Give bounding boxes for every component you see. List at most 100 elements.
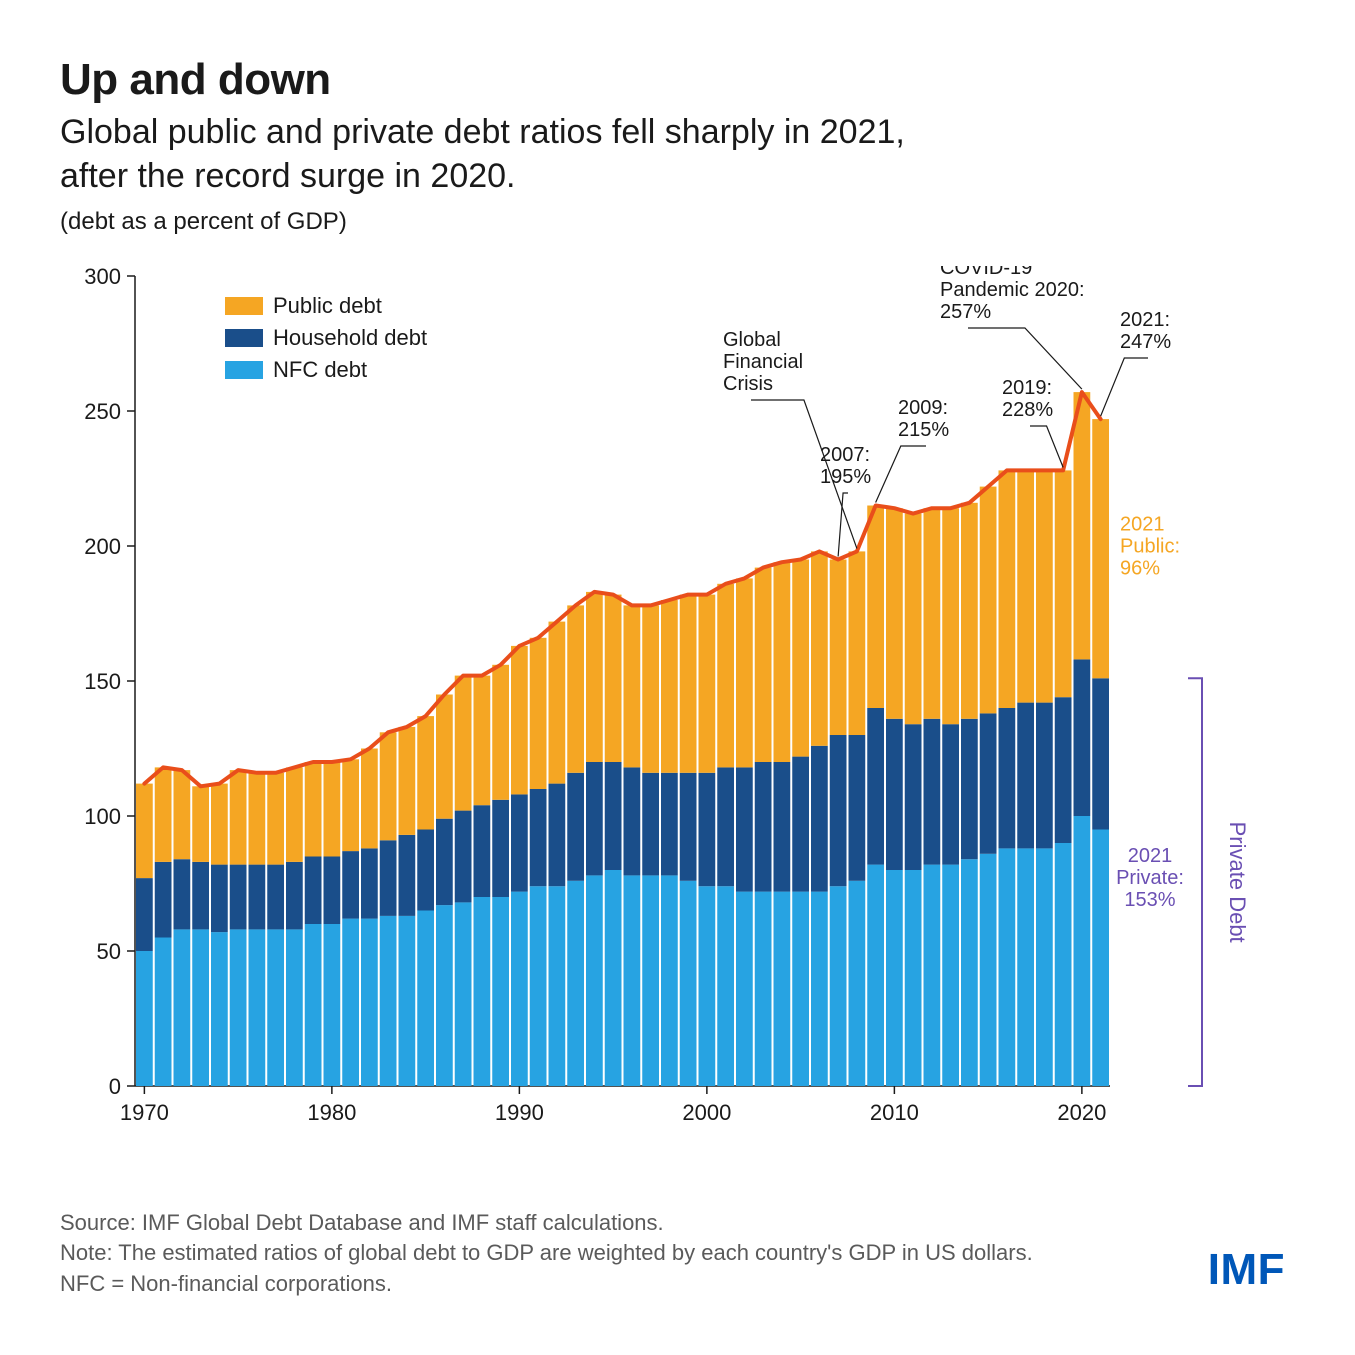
legend-label: Household debt bbox=[273, 325, 427, 350]
bar-household bbox=[605, 762, 622, 870]
x-tick-label: 2000 bbox=[682, 1100, 731, 1125]
bar-public bbox=[830, 560, 847, 736]
bar-household bbox=[699, 773, 716, 886]
bar-nfc bbox=[605, 870, 622, 1086]
bar-household bbox=[830, 735, 847, 886]
bar-household bbox=[905, 724, 922, 870]
bar-nfc bbox=[642, 875, 659, 1086]
y-tick-label: 250 bbox=[84, 399, 121, 424]
bar-public bbox=[549, 622, 566, 784]
bar-household bbox=[642, 773, 659, 876]
side-label-private: 2021Private:153% bbox=[1116, 845, 1184, 911]
bar-household bbox=[380, 840, 397, 916]
callout-text: 195% bbox=[820, 466, 871, 488]
side-label-public: 2021Public:96% bbox=[1120, 514, 1180, 580]
bar-public bbox=[230, 770, 247, 865]
bar-nfc bbox=[1017, 848, 1034, 1086]
y-tick-label: 150 bbox=[84, 669, 121, 694]
bar-household bbox=[567, 773, 584, 881]
bar-nfc bbox=[380, 916, 397, 1086]
bar-public bbox=[924, 508, 941, 719]
bar-public bbox=[530, 638, 547, 789]
bar-household bbox=[774, 762, 791, 892]
bar-public bbox=[211, 784, 228, 865]
bar-public bbox=[192, 786, 209, 862]
bar-nfc bbox=[155, 938, 172, 1087]
bar-household bbox=[230, 865, 247, 930]
bar-household bbox=[342, 851, 359, 919]
chart-subtitle: Global public and private debt ratios fe… bbox=[60, 111, 960, 198]
bar-nfc bbox=[1092, 830, 1109, 1087]
leader-line bbox=[838, 493, 848, 557]
private-debt-label: Private Debt bbox=[1225, 822, 1250, 943]
bar-nfc bbox=[755, 892, 772, 1086]
bar-household bbox=[661, 773, 678, 876]
bar-household bbox=[924, 719, 941, 865]
bar-public bbox=[1017, 470, 1034, 702]
note-text: Note: The estimated ratios of global deb… bbox=[60, 1238, 1060, 1300]
bar-public bbox=[249, 773, 266, 865]
callout-text: 247% bbox=[1120, 331, 1171, 353]
bar-nfc bbox=[736, 892, 753, 1086]
bar-household bbox=[492, 800, 509, 897]
bar-household bbox=[961, 719, 978, 859]
bar-household bbox=[942, 724, 959, 864]
bar-household bbox=[867, 708, 884, 865]
bar-public bbox=[492, 665, 509, 800]
bar-public bbox=[1074, 392, 1091, 659]
bar-household bbox=[549, 784, 566, 887]
bar-household bbox=[1092, 678, 1109, 829]
bar-public bbox=[174, 770, 191, 859]
bar-public bbox=[886, 508, 903, 719]
bar-household bbox=[1055, 697, 1072, 843]
bar-nfc bbox=[830, 886, 847, 1086]
bar-public bbox=[380, 732, 397, 840]
bar-household bbox=[286, 862, 303, 930]
bar-nfc bbox=[492, 897, 509, 1086]
leader-line bbox=[1030, 426, 1063, 467]
bar-household bbox=[530, 789, 547, 886]
bar-household bbox=[436, 819, 453, 905]
bar-nfc bbox=[324, 924, 341, 1086]
bar-public bbox=[1036, 470, 1053, 702]
bar-nfc bbox=[905, 870, 922, 1086]
bar-nfc bbox=[549, 886, 566, 1086]
bar-nfc bbox=[361, 919, 378, 1086]
bar-nfc bbox=[342, 919, 359, 1086]
bar-public bbox=[755, 568, 772, 762]
bar-household bbox=[192, 862, 209, 930]
side-public-text: 96% bbox=[1120, 558, 1160, 580]
bar-public bbox=[436, 695, 453, 819]
bar-household bbox=[211, 865, 228, 933]
bar-nfc bbox=[174, 929, 191, 1086]
chart-unit: (debt as a percent of GDP) bbox=[60, 208, 1295, 236]
bar-nfc bbox=[211, 932, 228, 1086]
legend-swatch bbox=[225, 297, 263, 315]
bar-public bbox=[849, 551, 866, 735]
bar-public bbox=[980, 487, 997, 714]
chart-container: 0501001502002503001970198019902000201020… bbox=[60, 266, 1295, 1146]
side-private-text: 153% bbox=[1124, 889, 1175, 911]
side-private-text: 2021 bbox=[1128, 845, 1173, 867]
bar-household bbox=[511, 794, 528, 891]
bar-nfc bbox=[530, 886, 547, 1086]
legend-swatch bbox=[225, 361, 263, 379]
bar-household bbox=[792, 757, 809, 892]
bar-household bbox=[886, 719, 903, 870]
y-tick-label: 0 bbox=[109, 1074, 121, 1099]
bar-public bbox=[680, 595, 697, 773]
bar-public bbox=[567, 605, 584, 772]
bar-household bbox=[624, 767, 641, 875]
bar-nfc bbox=[249, 929, 266, 1086]
bar-public bbox=[624, 605, 641, 767]
legend-label: Public debt bbox=[273, 293, 382, 318]
bar-nfc bbox=[417, 911, 434, 1087]
bar-public bbox=[999, 470, 1016, 708]
bar-household bbox=[736, 767, 753, 891]
legend-swatch bbox=[225, 329, 263, 347]
callout-text: 228% bbox=[1002, 399, 1053, 421]
bar-household bbox=[999, 708, 1016, 848]
bar-public bbox=[1055, 470, 1072, 697]
bar-household bbox=[267, 865, 284, 930]
bar-nfc bbox=[1036, 848, 1053, 1086]
